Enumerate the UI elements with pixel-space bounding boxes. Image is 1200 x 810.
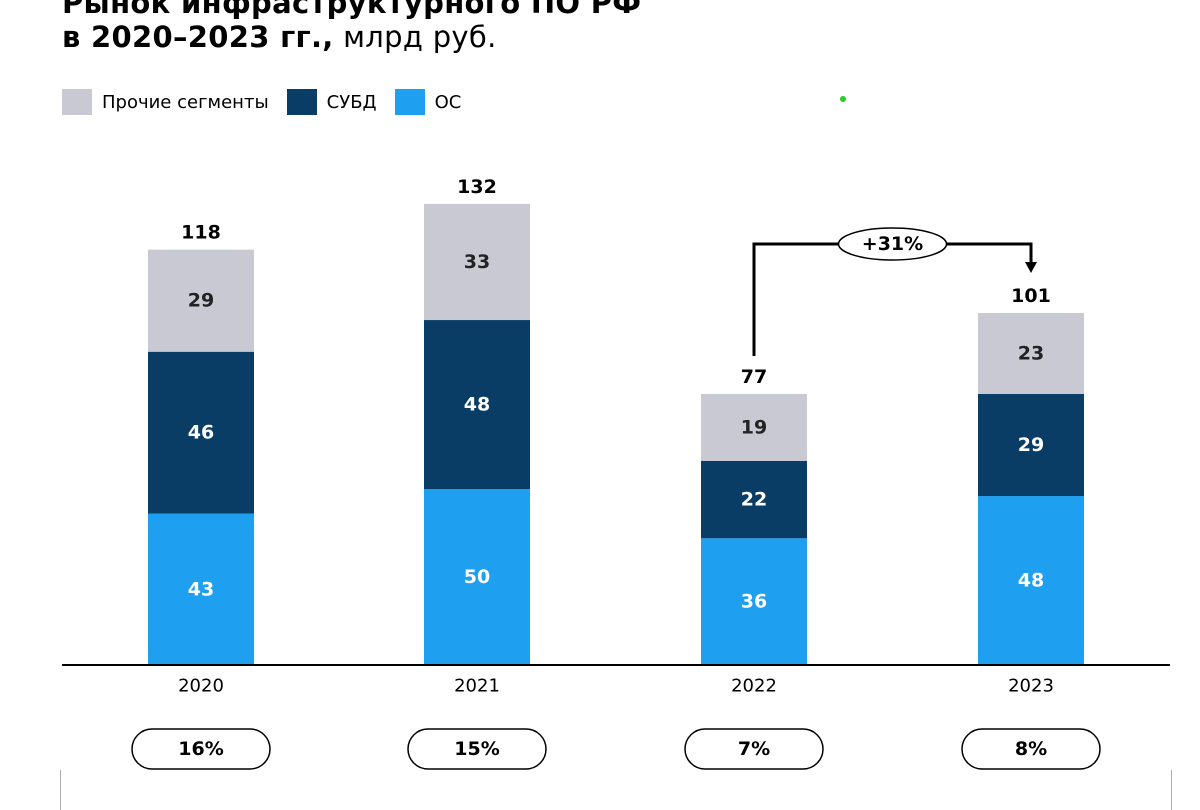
bar-segment-dbms-2020 [148, 351, 254, 514]
bar-segment-dbms-2023 [978, 393, 1084, 497]
data-label-other-2020: 29 [188, 290, 214, 312]
legend-label-os: ОС [434, 91, 462, 113]
total-label-2021: 132 [457, 176, 497, 198]
data-label-dbms-2023: 29 [1018, 434, 1044, 456]
growth-label-2021: 15% [454, 738, 499, 760]
data-label-os-2022: 36 [741, 591, 767, 613]
bar-segment-os-2020 [148, 513, 254, 665]
data-label-os-2020: 43 [188, 578, 214, 600]
data-label-other-2022: 19 [741, 416, 767, 438]
data-label-dbms-2022: 22 [741, 489, 767, 511]
chart-legend: Прочие сегменты СУБД ОС [62, 89, 479, 115]
legend-swatch-other [62, 89, 92, 115]
growth-label-2022: 7% [738, 738, 770, 760]
bar-segment-dbms-2022 [701, 460, 807, 539]
chart-title: Рынок инфраструктурного ПО РФ в 2020–202… [62, 0, 641, 54]
chart-title-period: в 2020–2023 гг., [62, 20, 334, 54]
bar-segment-dbms-2021 [424, 320, 530, 489]
total-label-2020: 118 [181, 222, 221, 244]
total-label-2022: 77 [741, 366, 767, 388]
bar-segment-os-2023 [978, 496, 1084, 665]
legend-item-dbms: СУБД [286, 89, 377, 115]
growth-pill-2020 [131, 728, 271, 770]
growth-annotation-label: +31% [862, 233, 923, 255]
growth-pill-2021 [407, 728, 547, 770]
data-label-os-2023: 48 [1018, 570, 1044, 592]
bar-segment-os-2022 [701, 538, 807, 665]
growth-annotation: +31% [752, 227, 1037, 356]
legend-item-other: Прочие сегменты [62, 89, 269, 115]
growth-label-2023: 8% [1015, 738, 1047, 760]
bar-segment-os-2021 [424, 489, 530, 665]
data-label-other-2021: 33 [464, 251, 490, 273]
bar-segment-other-2020 [148, 249, 254, 352]
growth-pill-2023 [961, 728, 1101, 770]
x-tick-label-2020: 2020 [178, 676, 224, 697]
legend-swatch-dbms [286, 89, 317, 115]
legend-label-dbms: СУБД [326, 91, 377, 113]
x-tick-label-2021: 2021 [454, 676, 500, 697]
legend-swatch-os [394, 89, 425, 115]
chart-bars: 43 46 29 118 2020 16% 50 48 33 132 2021 15% 36 22 19 77… [131, 176, 1101, 770]
growth-label-2020: 16% [178, 738, 223, 760]
bar-segment-other-2021 [424, 203, 530, 321]
x-tick-label-2022: 2022 [731, 676, 777, 697]
chart-title-line1: Рынок инфраструктурного ПО РФ [62, 0, 642, 20]
data-label-os-2021: 50 [464, 566, 490, 588]
bar-segment-other-2023 [978, 313, 1084, 394]
data-label-other-2023: 23 [1018, 342, 1044, 364]
bar-segment-other-2022 [701, 393, 807, 461]
total-label-2023: 101 [1011, 285, 1051, 307]
legend-label-other: Прочие сегменты [102, 91, 269, 113]
chart-title-unit: млрд руб. [333, 20, 497, 54]
growth-arrow-head [1025, 262, 1037, 273]
growth-pill-2022 [684, 728, 824, 770]
notes-frame [60, 770, 1172, 810]
x-tick-label-2023: 2023 [1008, 676, 1054, 697]
growth-annotation-oval [837, 227, 948, 261]
legend-item-os: ОС [394, 89, 462, 115]
data-label-dbms-2021: 48 [464, 394, 490, 416]
green-dot-marker [840, 96, 846, 102]
data-label-dbms-2020: 46 [188, 422, 214, 444]
